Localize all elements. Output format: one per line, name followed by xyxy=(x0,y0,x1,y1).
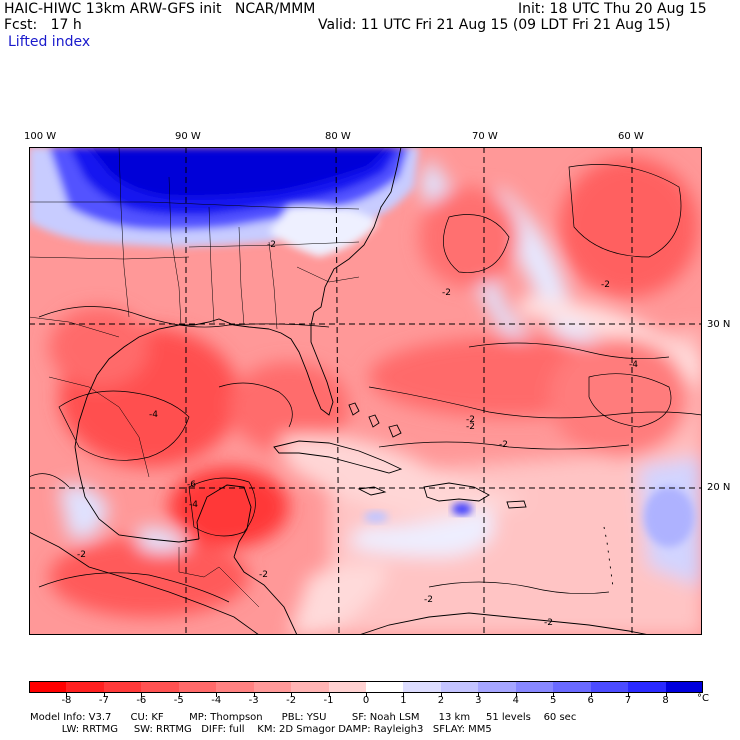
colorbar-swatch xyxy=(103,681,142,693)
colorbar-swatch xyxy=(178,681,217,693)
contour-label: -4 xyxy=(189,500,198,510)
contour-label: -2 xyxy=(424,595,433,605)
colorbar-swatch xyxy=(403,681,442,693)
colorbar-tick xyxy=(403,693,405,697)
colorbar-swatch xyxy=(291,681,330,693)
lon-label-90w: 90 W xyxy=(175,131,201,142)
colorbar-tick-label: -7 xyxy=(98,695,109,706)
colorbar-swatch xyxy=(515,681,554,693)
colorbar-tick xyxy=(553,693,555,697)
contour-label: -4 xyxy=(149,410,158,420)
colorbar-tick-label: 1 xyxy=(400,695,407,706)
colorbar-tick xyxy=(328,693,330,697)
colorbar-tick xyxy=(141,693,143,697)
forecast-hour: Fcst: 17 h xyxy=(4,17,82,33)
coastlines xyxy=(29,147,650,635)
lat-label-20n: 20 N xyxy=(707,482,731,493)
map-frame xyxy=(29,147,702,635)
colorbar-swatch xyxy=(478,681,517,693)
lon-label-70w: 70 W xyxy=(472,131,498,142)
colorbar-tick-label: 5 xyxy=(550,695,557,706)
colorbar-frame xyxy=(29,681,703,693)
lat-label-30n: 30 N xyxy=(707,319,731,330)
colorbar-tick xyxy=(103,693,105,697)
contour-label: -6 xyxy=(187,480,196,490)
colorbar-swatch xyxy=(29,681,67,693)
colorbar-tick-label: 8 xyxy=(662,695,669,706)
contour-label: -2 xyxy=(601,280,610,290)
contour-label-group: -2 -2 -2 -4 -2 -2 -4 -2 -2 -2 -6 -2 -2 -… xyxy=(77,240,638,628)
contour-label: -2 xyxy=(466,422,475,432)
colorbar-tick-label: -1 xyxy=(323,695,334,706)
lon-label-60w: 60 W xyxy=(618,131,644,142)
colorbar-tick xyxy=(515,693,517,697)
contour-label: -2 xyxy=(499,440,508,450)
init-time: Init: 18 UTC Thu 20 Aug 15 xyxy=(518,1,707,17)
colorbar-tick-label: 2 xyxy=(437,695,445,706)
colorbar-tick xyxy=(590,693,592,697)
lon-label-100w: 100 W xyxy=(24,131,57,142)
colorbar-tick-label: -8 xyxy=(61,695,72,706)
hispaniola-blue-spot xyxy=(452,503,472,515)
colorbar-tick xyxy=(291,693,293,697)
colorbar-tick-label: -6 xyxy=(136,695,147,706)
lifted-index-map: -2 -2 -2 -4 -2 -2 -4 -2 -2 -2 -6 -2 -2 -… xyxy=(29,147,702,635)
colorbar-tick-label: 3 xyxy=(475,695,482,706)
contour-label: -2 xyxy=(267,240,276,250)
contour-label: -2 xyxy=(77,550,86,560)
colorbar-swatch xyxy=(553,681,592,693)
colorbar-swatch xyxy=(440,681,479,693)
colorbar-tick xyxy=(178,693,180,697)
colorbar-tick-label: -2 xyxy=(286,695,297,706)
colorbar-tick-label: 6 xyxy=(587,695,594,706)
model-info-line1: Model Info: V3.7 CU: KF MP: Thompson PBL… xyxy=(30,712,577,723)
contour-label: -2 xyxy=(466,415,475,425)
colorbar-swatch xyxy=(216,681,255,693)
caribbean-blue-spot xyxy=(364,511,388,523)
colorbar-tick xyxy=(366,693,367,697)
colorbar-swatch xyxy=(141,681,180,693)
valid-time: Valid: 11 UTC Fri 21 Aug 15 (09 LDT Fri … xyxy=(318,17,671,33)
graticule xyxy=(29,147,702,635)
colorbar-tick xyxy=(253,693,255,697)
colorbar-swatch xyxy=(628,681,667,693)
colorbar-swatch xyxy=(66,681,105,693)
contour-label: -2 xyxy=(259,570,268,580)
colorbar-tick xyxy=(628,693,630,697)
field-name: Lifted index xyxy=(8,34,91,50)
colorbar-swatch xyxy=(590,681,629,693)
contour-label: -2 xyxy=(442,288,451,298)
colorbar-tick-label: -5 xyxy=(173,695,184,706)
contour-label: -4 xyxy=(629,360,638,370)
colorbar-tick xyxy=(66,693,68,697)
colorbar-swatch xyxy=(253,681,292,693)
east-blue-spot xyxy=(644,487,694,547)
contour-label: -2 xyxy=(544,618,553,628)
lon-label-80w: 80 W xyxy=(325,131,351,142)
colorbar-swatch xyxy=(366,681,404,693)
colorbar-tick xyxy=(216,693,218,697)
colorbar-tick xyxy=(478,693,480,697)
colorbar-unit: °C xyxy=(697,693,709,704)
state-borders xyxy=(29,147,360,608)
model-title: HAIC-HIWC 13km ARW-GFS init NCAR/MMM xyxy=(4,1,316,17)
colorbar-tick xyxy=(665,693,667,697)
colorbar-tick-label: -4 xyxy=(211,695,222,706)
colorbar-tick-label: 4 xyxy=(512,695,519,706)
colorbar-tick-label: 0 xyxy=(362,695,370,706)
colorbar-swatch xyxy=(665,681,704,693)
model-info-line2: LW: RRTMG SW: RRTMG DIFF: full KM: 2D Sm… xyxy=(30,724,492,735)
colorbar-tick xyxy=(440,693,442,697)
colorbar-tick-label: -3 xyxy=(248,695,259,706)
colorbar-tick-label: 7 xyxy=(624,695,632,706)
colorbar-swatch xyxy=(328,681,367,693)
